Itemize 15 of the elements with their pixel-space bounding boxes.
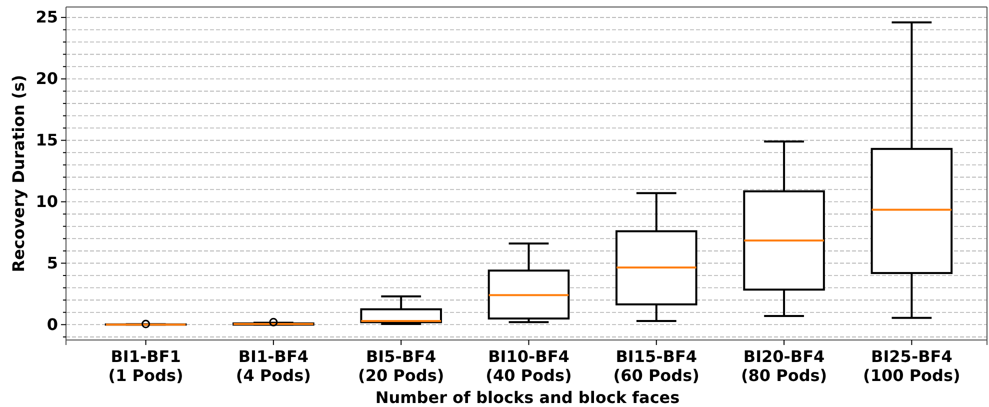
x-tick-label: BI5-BF4 (20 Pods)	[358, 347, 444, 385]
x-tick-label: BI1-BF4 (4 Pods)	[236, 347, 311, 385]
x-tick-label: BI15-BF4 (60 Pods)	[613, 347, 700, 385]
y-tick-label: 25	[36, 8, 58, 27]
y-tick-label: 20	[36, 69, 58, 88]
x-tick-label: BI1-BF1 (1 Pods)	[108, 347, 184, 385]
x-tick-label: BI10-BF4 (40 Pods)	[486, 347, 572, 385]
y-tick-label: 10	[36, 192, 58, 211]
x-tick-label: BI25-BF4 (100 Pods)	[863, 347, 960, 385]
y-tick-label: 5	[46, 253, 58, 272]
y-tick-label: 0	[46, 314, 58, 334]
x-axis-title: Number of blocks and block faces	[375, 388, 680, 407]
y-tick-label: 15	[36, 130, 58, 150]
x-tick-label: BI20-BF4 (80 Pods)	[740, 347, 828, 385]
y-axis-title: Recovery Duration (s)	[9, 74, 28, 272]
